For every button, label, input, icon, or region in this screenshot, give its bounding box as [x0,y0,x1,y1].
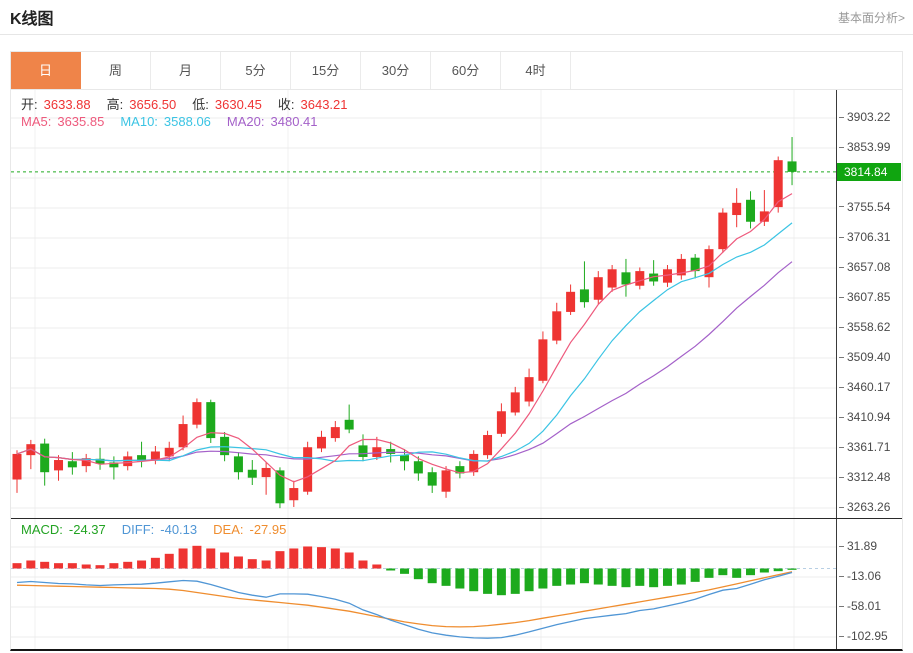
page-header: K线图 基本面分析> [0,0,913,35]
tab-4时[interactable]: 4时 [501,52,571,89]
macd-axis: 31.89 -13.06 -58.01 -102.95 [836,519,902,649]
tab-bar: 日周月 5分 15分 30分 60分 4时 [11,52,902,90]
page-title: K线图 [10,11,54,28]
price-tick: 3706.31 [839,230,890,244]
price-tick: 3903.22 [839,110,890,124]
price-tick: 3361.71 [839,440,890,454]
tab-15分[interactable]: 15分 [291,52,361,89]
macd-panel: MACD: -24.37 DIFF: -40.13 DEA: -27.95 31.89 -1… [11,519,902,649]
tab-周[interactable]: 周 [81,52,151,89]
price-tick: 3607.85 [839,290,890,304]
tab-月[interactable]: 月 [151,52,221,89]
chart-divider [11,518,902,519]
tab-日[interactable]: 日 [11,52,81,89]
tab-5分[interactable]: 5分 [221,52,291,89]
macd-tick: -58.01 [839,599,881,613]
price-tick: 3263.26 [839,500,890,514]
price-tick: 3755.54 [839,200,890,214]
fundamental-analysis-link[interactable]: 基本面分析> [837,10,905,25]
price-chart-panel: 开: 3633.88 高: 3656.50 低: 3630.45 收: 3643.21 MA5… [11,90,902,518]
current-price-label: 3814.84 [837,162,901,181]
price-tick: 3509.40 [839,350,890,364]
macd-tick: -13.06 [839,569,881,583]
macd-tick: -102.95 [839,629,888,643]
price-tick: 3558.62 [839,320,890,334]
macd-chart-svg[interactable] [11,519,836,649]
main-chart-svg[interactable] [11,90,836,518]
tab-60分[interactable]: 60分 [431,52,501,89]
price-tick: 3312.48 [839,470,890,484]
price-tick: 3657.08 [839,260,890,274]
macd-tick: 31.89 [839,539,877,553]
price-tick: 3853.99 [839,140,890,154]
price-tick: 3460.17 [839,380,890,394]
chart-container: 日周月 5分 15分 30分 60分 4时 开: 3633.88 高: 3656.50 低: 363… [10,51,903,651]
tab-30分[interactable]: 30分 [361,52,431,89]
price-axis: 3903.22 3853.99 3755.54 3706.31 3657.08 3607.… [836,90,902,518]
price-tick: 3410.94 [839,410,890,424]
